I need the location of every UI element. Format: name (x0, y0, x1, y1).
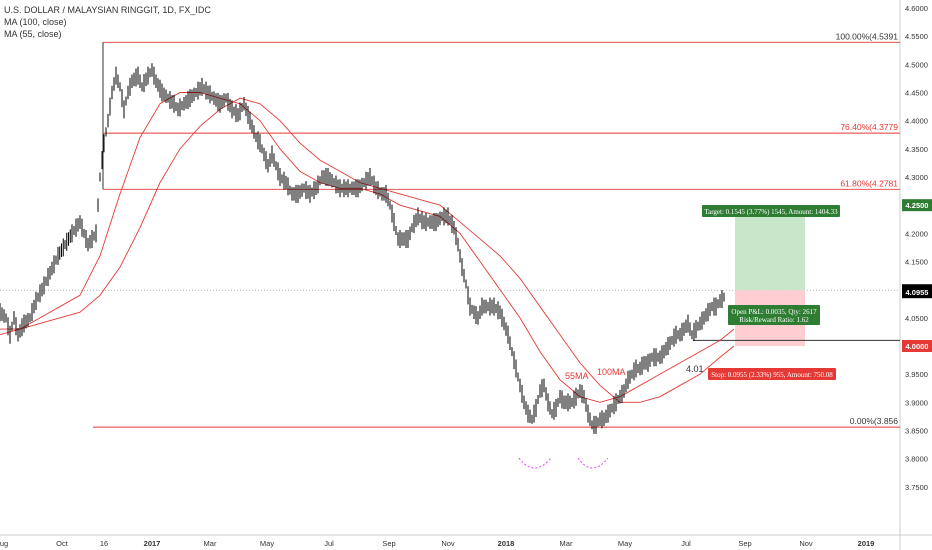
ma55-label: 55MA (565, 371, 589, 381)
moving-averages (0, 92, 735, 403)
x-tick-label: May (260, 539, 274, 548)
target-label-text: Target: 0.1545 (3.77%) 1545, Amount: 140… (704, 208, 838, 216)
time-axis[interactable]: ug Oct 16 2017 Mar May Jul Sep Nov 2018 Mar May Jul S… (0, 539, 874, 548)
fib-level-label: 0.00%(3.856 (850, 416, 898, 426)
y-tick-label: 3.8000 (905, 455, 928, 464)
ma100-label: 100MA (597, 367, 626, 377)
x-tick-label: 16 (100, 539, 108, 548)
x-tick-label: Mar (560, 539, 573, 548)
chart-title: U.S. DOLLAR / MALAYSIAN RINGGIT, 1D, FX_… (4, 5, 211, 15)
y-tick-label: 4.4000 (905, 117, 928, 126)
x-tick-label: 2018 (498, 539, 515, 548)
price-tag-label: 4.0000 (906, 342, 929, 351)
y-tick-label: 4.3000 (905, 173, 928, 182)
fibonacci-levels: 100.00%(4.5391 76.40%(4.3779 61.80%(4.2781… (93, 31, 900, 428)
y-tick-label: 3.7500 (905, 483, 928, 492)
y-tick-label: 3.8500 (905, 427, 928, 436)
price-tag-box (902, 286, 932, 299)
bottom-curve (518, 457, 552, 469)
price-axis[interactable]: 4.6000 4.5500 4.5000 4.4500 4.4000 4.3500 4.30… (902, 4, 932, 492)
open-pnl-label-box (728, 305, 820, 325)
ma-line-100ma (0, 97, 735, 403)
y-tick-label: 4.5000 (905, 60, 928, 69)
x-tick-label: Oct (56, 539, 69, 548)
x-tick-label: Nov (441, 539, 455, 548)
y-tick-label: 4.4500 (905, 89, 928, 98)
target-zone (735, 205, 805, 291)
y-tick-label: 4.5500 (905, 32, 928, 41)
stop-label-box (708, 368, 836, 380)
y-tick-label: 4.0500 (905, 314, 928, 323)
x-tick-label: Mar (204, 539, 217, 548)
y-tick-label: 4.6000 (905, 4, 928, 13)
open-pnl-label-text: Risk/Reward Ratio: 1.62 (739, 316, 809, 324)
y-tick-label: 3.9500 (905, 370, 928, 379)
target-label-box (702, 205, 840, 217)
stop-label-text: Stop: 0.0955 (2.33%) 955, Amount: 750.08 (711, 371, 833, 379)
x-tick-label: Sep (382, 539, 395, 548)
x-tick-label: Jul (681, 539, 691, 548)
price-tag-box (902, 340, 932, 352)
level-label: 4.01 (686, 364, 704, 374)
y-tick-label: 4.1500 (905, 258, 928, 267)
y-tick-label: 3.9000 (905, 398, 928, 407)
y-tick-label: 4.2000 (905, 229, 928, 238)
price-series (0, 63, 725, 434)
open-pnl-label-text: Open P&L: 0.0035, Qty: 2617 (731, 308, 817, 316)
x-tick-label: Sep (738, 539, 751, 548)
y-tick-label: 4.3500 (905, 145, 928, 154)
annotations: 55MA 100MA 4.01 Target: 0.1545 (3.77%) 1545… (518, 205, 840, 469)
x-tick-label: 2019 (858, 539, 875, 548)
price-tag-label: 4.0955 (906, 288, 929, 297)
x-tick-label: Nov (799, 539, 813, 548)
x-tick-label: Jul (324, 539, 334, 548)
chart-legend: U.S. DOLLAR / MALAYSIAN RINGGIT, 1D, FX_… (4, 4, 211, 40)
x-tick-label: ug (0, 539, 8, 548)
ma-line-55ma (0, 92, 735, 403)
price-tag-label: 4.2500 (906, 201, 929, 210)
x-tick-label: 2017 (144, 539, 161, 548)
fib-level-label: 61.80%(4.2781 (840, 178, 898, 188)
indicator-ma55[interactable]: MA (55, close) (4, 29, 62, 39)
x-tick-label: May (618, 539, 632, 548)
price-tag-box (902, 199, 932, 212)
fib-level-label: 76.40%(4.3779 (840, 122, 898, 132)
bottom-curve (577, 457, 609, 469)
fib-level-label: 100.00%(4.5391 (836, 31, 899, 41)
indicator-ma100[interactable]: MA (100, close) (4, 17, 67, 27)
